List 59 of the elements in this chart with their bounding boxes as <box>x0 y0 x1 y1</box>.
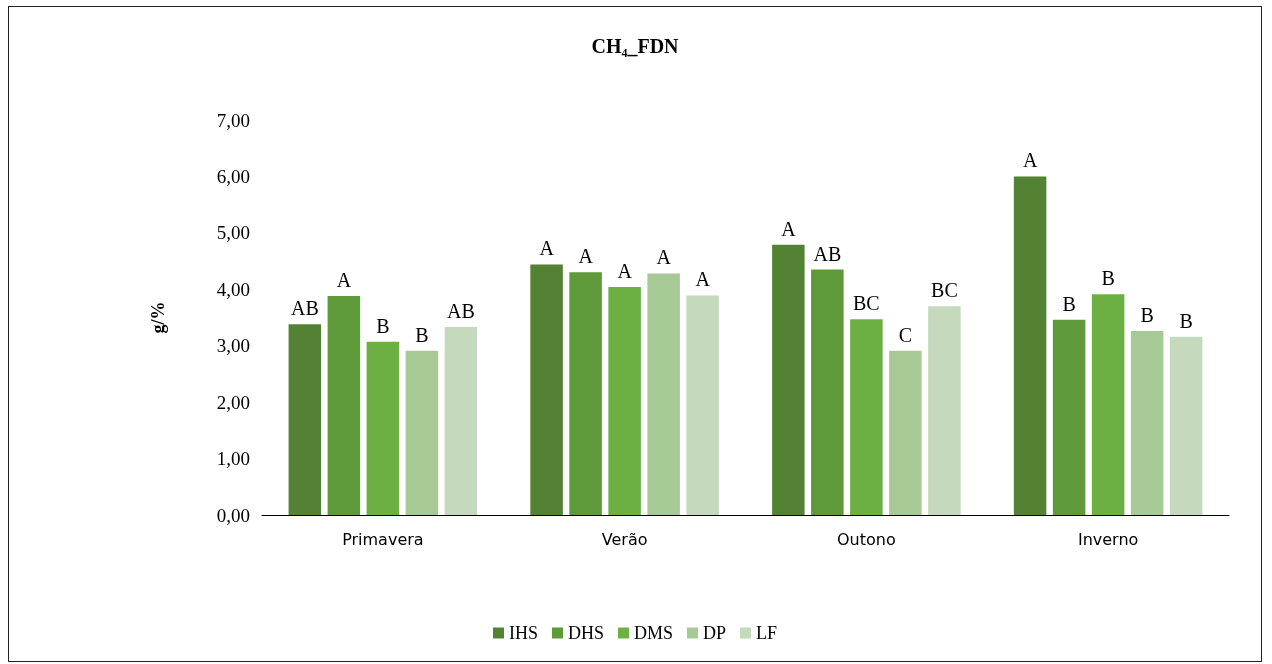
bar <box>1169 336 1203 515</box>
bar <box>1052 319 1086 515</box>
data-label: A <box>656 246 672 269</box>
data-label: BC <box>853 292 880 315</box>
data-label: AB <box>290 297 319 320</box>
y-tick-label: 5,00 <box>216 222 250 244</box>
chart-title: CH₄_FDN <box>591 35 680 57</box>
legend-label: DMS <box>633 623 674 643</box>
bar <box>327 296 361 515</box>
bar <box>288 324 322 515</box>
data-label: A <box>539 237 555 260</box>
bar <box>686 295 719 515</box>
x-tick-label: Outono <box>837 529 896 549</box>
data-label: B <box>1062 292 1076 315</box>
data-label: B <box>1179 309 1193 332</box>
data-label: A <box>578 245 594 268</box>
data-label: A <box>617 260 633 283</box>
data-label: A <box>781 217 797 240</box>
bar <box>647 273 680 515</box>
data-label: AB <box>813 242 842 265</box>
legend-label: DP <box>703 623 727 643</box>
data-label: BC <box>931 279 958 302</box>
bar <box>1091 294 1125 515</box>
y-axis-title: g/% <box>148 301 168 334</box>
data-label: B <box>1101 267 1115 290</box>
y-tick-label: 1,00 <box>216 448 250 470</box>
data-label: A <box>336 269 352 292</box>
legend-label: LF <box>756 623 778 643</box>
bar <box>569 272 602 515</box>
y-tick-label: 0,00 <box>216 504 250 526</box>
bar <box>772 244 805 515</box>
x-tick-label: Verão <box>601 529 648 549</box>
y-tick-label: 2,00 <box>216 391 250 413</box>
bar <box>444 327 478 515</box>
legend-label: IHS <box>508 623 538 643</box>
data-label: AB <box>447 300 475 323</box>
bar <box>1130 331 1164 515</box>
x-tick-label: Primavera <box>342 529 424 549</box>
data-label: B <box>415 323 429 346</box>
bar <box>889 350 922 515</box>
data-label: A <box>1022 149 1038 172</box>
bar <box>530 264 563 515</box>
data-label: A <box>695 268 711 291</box>
bar <box>850 319 883 515</box>
y-tick-label: 7,00 <box>216 109 250 131</box>
bar <box>811 269 844 515</box>
x-tick-label: Inverno <box>1077 529 1139 549</box>
y-tick-label: 3,00 <box>216 335 250 357</box>
bar <box>608 287 641 515</box>
data-label: C <box>898 323 913 346</box>
bar <box>405 350 439 515</box>
y-tick-label: 4,00 <box>216 278 250 300</box>
y-tick-label: 6,00 <box>216 165 250 187</box>
bar <box>1013 176 1047 515</box>
bar <box>366 341 400 515</box>
legend-label: DHS <box>567 623 604 643</box>
data-label: B <box>1140 304 1154 327</box>
bar <box>928 306 961 515</box>
data-label: B <box>376 314 390 337</box>
